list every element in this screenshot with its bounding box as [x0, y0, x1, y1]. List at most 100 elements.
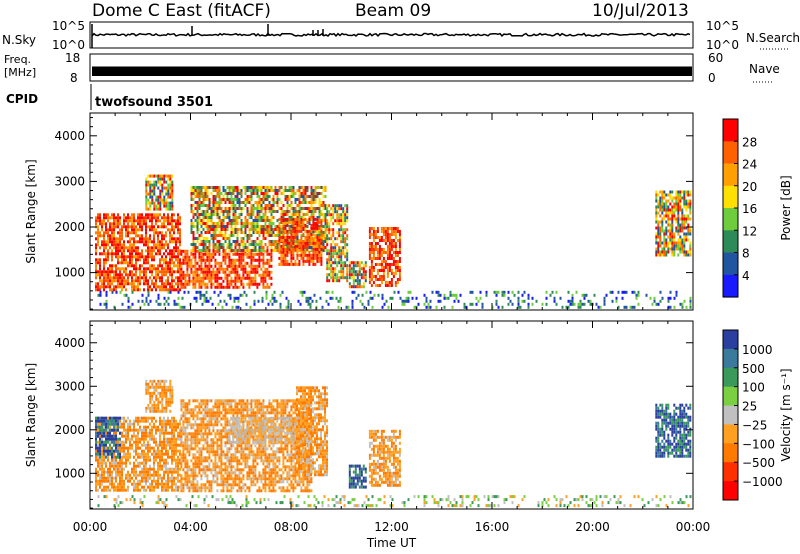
echo-cell — [159, 198, 162, 202]
echo-cell — [145, 388, 148, 392]
echo-cell — [190, 219, 193, 222]
echo-cell — [139, 416, 141, 420]
echo-cell — [151, 228, 153, 232]
echo-cell — [208, 204, 211, 207]
echo-cell — [167, 174, 170, 178]
echo-cell — [198, 189, 201, 192]
echo-cell — [244, 264, 247, 268]
echo-cell — [157, 464, 159, 468]
echo-cell — [111, 455, 113, 459]
echo-cell — [242, 267, 245, 271]
echo-cell — [198, 204, 201, 207]
echo-cell — [198, 207, 201, 210]
echo-cell — [119, 431, 121, 435]
echo-cell — [177, 246, 179, 250]
echo-cell — [681, 247, 684, 251]
echo-cell — [129, 246, 131, 250]
echo-cell — [115, 479, 117, 483]
echo-cell — [280, 247, 283, 251]
echo-cell — [302, 213, 305, 216]
echo-cell — [153, 409, 156, 413]
echo-cell — [358, 267, 361, 271]
echo-cell — [147, 485, 149, 489]
echo-cell — [145, 385, 148, 389]
echo-cell — [169, 180, 172, 184]
echo-cell — [292, 253, 295, 257]
echo-cell — [127, 276, 129, 280]
echo-cell — [655, 196, 658, 200]
freq-label-bottom: [MHz] — [4, 66, 36, 79]
echo-cell — [238, 204, 241, 207]
echo-cell — [304, 235, 307, 239]
echo-cell — [200, 270, 203, 274]
echo-cell — [296, 247, 299, 251]
echo-cell — [153, 285, 155, 289]
echo-cell — [107, 234, 109, 238]
echo-cell — [258, 264, 261, 268]
echo-cell — [204, 210, 207, 213]
echo-cell — [226, 264, 229, 268]
echo-cell — [659, 299, 662, 303]
echo-cell — [232, 207, 235, 210]
echo-cell — [368, 233, 371, 236]
echo-cell — [153, 467, 155, 471]
echo-cell — [139, 440, 141, 444]
echo-cell — [266, 261, 269, 265]
echo-cell — [149, 431, 151, 435]
echo-cell — [155, 394, 158, 398]
echo-cell — [330, 255, 333, 259]
echo-cell — [390, 284, 393, 287]
echo-cell — [147, 174, 150, 178]
echo-cell — [296, 198, 299, 201]
echo-cell — [169, 240, 171, 244]
echo-cell — [435, 290, 438, 294]
echo-cell — [169, 476, 171, 480]
echo-cell — [115, 255, 117, 259]
echo-cell — [571, 293, 574, 297]
echo-cell — [305, 299, 308, 303]
echo-cell — [169, 255, 171, 259]
echo-cell — [113, 434, 115, 438]
nave-band — [92, 67, 692, 76]
echo-cell — [673, 196, 676, 200]
echo-cell — [380, 230, 383, 233]
echo-cell — [149, 488, 151, 492]
echo-cell — [202, 273, 205, 277]
echo-cell — [119, 270, 121, 274]
echo-cell — [161, 485, 163, 489]
echo-cell — [336, 273, 339, 277]
echo-cell — [113, 246, 115, 250]
echo-cell — [256, 243, 259, 246]
echo-cell — [135, 473, 137, 477]
echo-cell — [392, 260, 395, 263]
echo-cell — [163, 385, 166, 389]
echo-cell — [340, 216, 343, 220]
echo-cell — [226, 222, 229, 225]
echo-cell — [216, 282, 219, 286]
echo-cell — [139, 234, 141, 238]
echo-cell — [196, 216, 199, 219]
echo-cell — [169, 177, 172, 181]
echo-cell — [226, 285, 229, 289]
echo-cell — [300, 247, 303, 251]
echo-cell — [165, 282, 167, 286]
echo-cell — [250, 255, 253, 259]
echo-cell — [328, 264, 331, 268]
echo-cell — [149, 391, 152, 395]
echo-cell — [119, 419, 121, 423]
echo-cell — [346, 270, 349, 274]
echo-cell — [390, 242, 393, 245]
echo-cell — [224, 189, 227, 192]
echo-cell — [332, 207, 335, 211]
echo-cell — [216, 276, 219, 280]
echo-cell — [107, 255, 109, 259]
echo-cell — [284, 229, 287, 233]
echo-cell — [250, 279, 253, 283]
echo-cell — [663, 196, 666, 200]
echo-cell — [347, 305, 350, 309]
echo-cell — [685, 208, 688, 212]
echo-cell — [97, 458, 99, 462]
echo-cell — [113, 455, 115, 459]
echo-cell — [453, 299, 456, 303]
echo-cell — [234, 213, 237, 216]
